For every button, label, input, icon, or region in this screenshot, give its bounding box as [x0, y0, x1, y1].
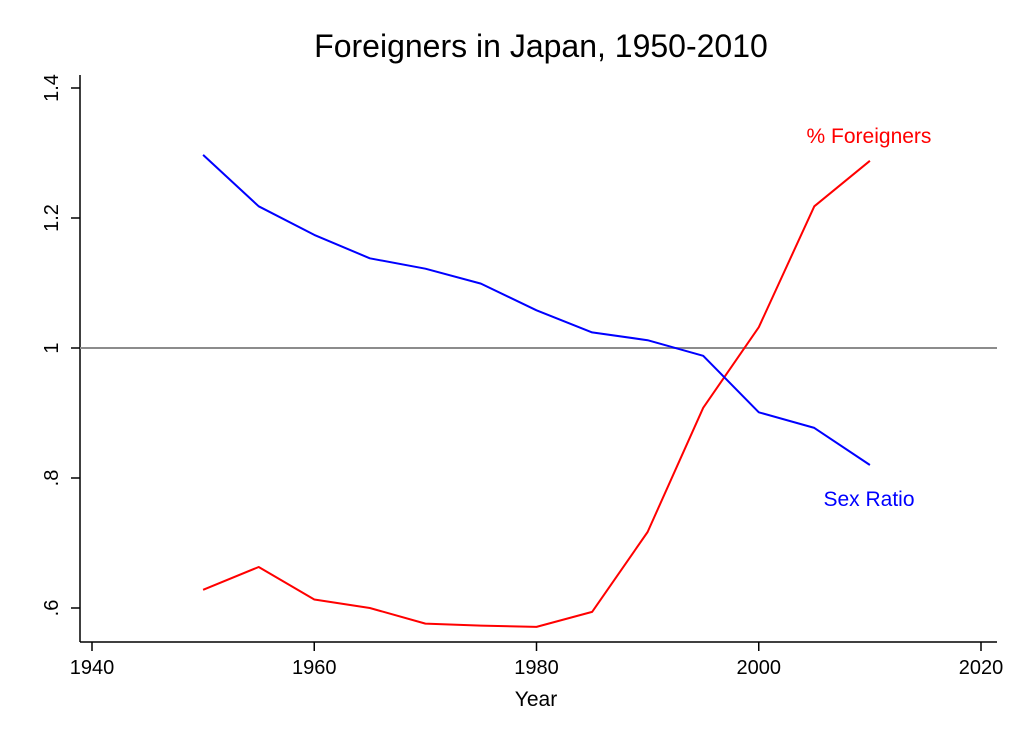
series-line-sex-ratio — [202, 154, 871, 466]
x-tick-label: 1940 — [70, 657, 115, 679]
y-tick-label: .6 — [41, 600, 63, 617]
series-label-foreigners: % Foreigners — [807, 125, 932, 148]
series-group — [202, 154, 871, 628]
y-tick-label: 1.4 — [41, 74, 63, 102]
x-axis-title: Year — [515, 688, 557, 711]
chart-title: Foreigners in Japan, 1950-2010 — [314, 28, 768, 64]
axes: 1940 1960 1980 2000 2020 .6 .8 1 1.2 1.4 — [41, 74, 1003, 679]
x-tick-label: 2000 — [737, 657, 782, 679]
x-tick-label: 1960 — [292, 657, 337, 679]
x-tick-label: 2020 — [959, 657, 1004, 679]
series-line-foreigners — [202, 160, 871, 628]
series-labels: % Foreigners Sex Ratio — [807, 125, 932, 511]
series-label-sex-ratio: Sex Ratio — [823, 488, 914, 511]
y-tick-label: 1.2 — [41, 204, 63, 232]
y-tick-label: .8 — [41, 470, 63, 487]
x-tick-label: 1980 — [514, 657, 559, 679]
y-tick-label: 1 — [41, 342, 63, 353]
